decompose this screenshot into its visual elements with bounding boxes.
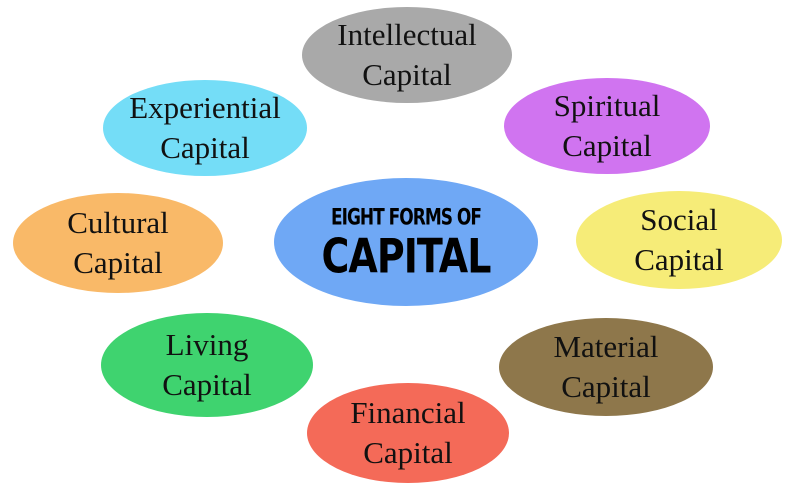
oval-living-capital: Living Capital [101, 313, 313, 417]
oval-label-line2: Capital [561, 369, 651, 404]
oval-label-line1: Financial [350, 395, 466, 430]
oval-label-line2: Capital [160, 130, 250, 165]
oval-intellectual-capital: Intellectual Capital [302, 7, 512, 103]
oval-label-line1: Intellectual [337, 17, 477, 52]
center-oval-eight-forms-of-capital: EIGHT FORMS OF CAPITAL [274, 178, 538, 306]
oval-label-line1: Cultural [67, 205, 169, 240]
oval-social-capital: Social Capital [576, 191, 782, 289]
oval-label-line1: Living [165, 327, 249, 362]
center-heading-top: EIGHT FORMS OF [331, 205, 482, 231]
oval-financial-capital: Financial Capital [307, 383, 509, 483]
oval-label-line2: Capital [363, 435, 453, 470]
oval-label-line1: Experiential [129, 90, 281, 125]
center-heading-main: CAPITAL [321, 228, 492, 284]
oval-label-line2: Capital [362, 57, 452, 92]
oval-label-line1: Spiritual [553, 88, 661, 123]
oval-cultural-capital: Cultural Capital [13, 193, 223, 293]
oval-spiritual-capital: Spiritual Capital [504, 78, 710, 174]
oval-label-line2: Capital [73, 245, 163, 280]
oval-label-line1: Social [640, 202, 718, 237]
oval-material-capital: Material Capital [499, 318, 713, 416]
oval-label-line2: Capital [162, 367, 252, 402]
oval-label-line2: Capital [634, 242, 724, 277]
oval-label-line1: Material [553, 329, 659, 364]
oval-experiential-capital: Experiential Capital [103, 80, 307, 176]
oval-label-line2: Capital [562, 128, 652, 163]
